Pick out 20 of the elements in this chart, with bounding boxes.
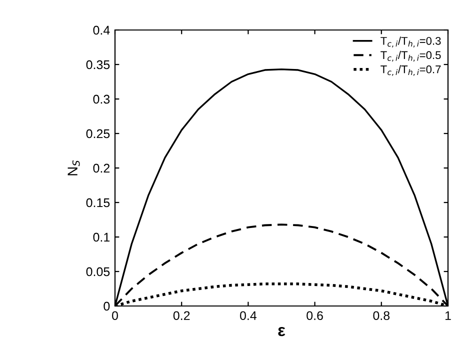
y-tick-label: 0.4 bbox=[93, 26, 110, 35]
y-tick-label: 0.05 bbox=[86, 267, 110, 276]
x-tick-label: 0 bbox=[112, 311, 118, 320]
y-tick-label: 0.15 bbox=[86, 198, 110, 208]
x-tick-label: 0.2 bbox=[173, 311, 190, 320]
y-tick-label: 0.3 bbox=[93, 94, 110, 104]
y-tick-label: 0 bbox=[104, 302, 110, 311]
y-tick-label: 0.2 bbox=[93, 164, 110, 173]
x-tick-label: 0.6 bbox=[306, 311, 323, 320]
x-axis-title: ε bbox=[278, 327, 286, 336]
x-tick-label: 1 bbox=[445, 311, 451, 320]
y-tick-label: 0.25 bbox=[86, 129, 110, 138]
y-tick-label: 0.35 bbox=[86, 60, 110, 70]
y-axis-title: N$_{S}$ bbox=[68, 160, 80, 176]
x-tick-label: 0.4 bbox=[240, 311, 257, 320]
legend-label: T$_{c,i}$/T$_{h,i}$=0.3 bbox=[380, 36, 441, 48]
legend-label: T$_{c,i}$/T$_{h,i}$=0.5 bbox=[380, 50, 441, 62]
legend-label: T$_{c,i}$/T$_{h,i}$=0.7 bbox=[380, 65, 441, 76]
x-tick-label: 0.8 bbox=[373, 311, 390, 320]
y-tick-label: 0.1 bbox=[93, 232, 110, 242]
